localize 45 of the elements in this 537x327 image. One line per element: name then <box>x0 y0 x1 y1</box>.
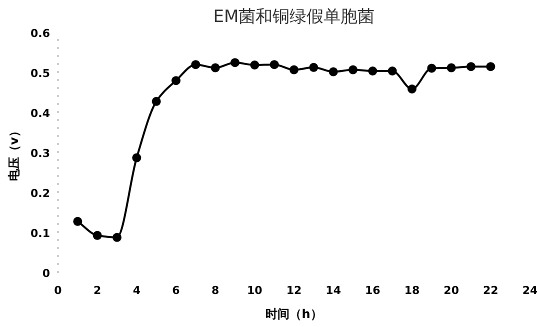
y-tick-label: 0.3 <box>30 147 50 160</box>
y-tick-label: 0 <box>42 267 50 280</box>
point <box>73 216 82 226</box>
point <box>466 62 476 72</box>
point <box>152 96 161 106</box>
y-tick-label: 0.2 <box>30 187 50 200</box>
y-axis-title: 电压（v） <box>7 125 21 181</box>
x-tick-label: 6 <box>172 284 180 297</box>
point <box>92 230 102 240</box>
point <box>191 60 200 70</box>
x-tick-label: 20 <box>444 284 460 297</box>
x-tick-label: 14 <box>326 284 342 297</box>
point <box>408 84 416 94</box>
point <box>270 60 279 70</box>
point <box>132 153 142 162</box>
x-tick-label: 4 <box>132 284 141 297</box>
point <box>446 63 456 72</box>
point <box>328 67 338 76</box>
point <box>290 65 298 74</box>
x-tick-label: 0 <box>54 284 62 297</box>
point <box>230 58 240 68</box>
x-tick-label: 18 <box>404 284 420 297</box>
y-tick-label: 0.1 <box>30 227 50 240</box>
y-tick-label: 0.5 <box>30 67 50 80</box>
point <box>112 232 122 242</box>
x-tick-label: 12 <box>286 284 302 297</box>
x-tick-label: 8 <box>212 284 220 297</box>
x-tick-label: 10 <box>247 284 263 297</box>
point <box>486 62 496 72</box>
x-tick-label: 22 <box>483 284 498 297</box>
chart-title: EM菌和铜绿假单胞菌 <box>213 7 375 27</box>
point <box>427 64 436 73</box>
point <box>388 66 397 76</box>
x-tick-label: 16 <box>365 284 381 297</box>
point <box>210 63 220 72</box>
point <box>368 66 378 76</box>
x-axis-title: 时间（h） <box>266 307 322 321</box>
point <box>250 60 260 70</box>
y-tick-label: 0.6 <box>30 27 50 40</box>
x-tick-label: 24 <box>522 284 537 297</box>
y-tick-label: 0.4 <box>30 107 50 120</box>
point <box>172 76 180 86</box>
x-tick-label: 2 <box>94 284 102 297</box>
point <box>348 65 358 74</box>
point <box>309 62 318 72</box>
